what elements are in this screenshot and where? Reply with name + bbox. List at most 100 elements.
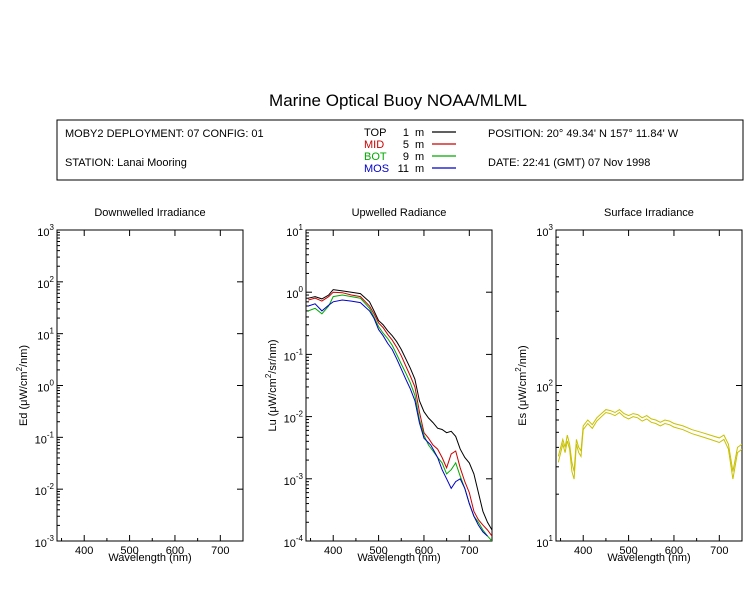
y-tick-label: 101	[37, 327, 54, 343]
y-axis-label: Ed (μW/cm2/nm)	[15, 345, 30, 426]
date-label: DATE: 22:41 (GMT) 07 Nov 1998	[488, 157, 650, 169]
y-tick-base: 10	[536, 227, 548, 239]
y-label-suffix: /nm)	[517, 345, 529, 367]
y-tick-label: 102	[536, 379, 553, 395]
y-tick-base: 10	[286, 227, 298, 239]
y-tick-label: 100	[37, 379, 54, 395]
x-tick-label: 400	[324, 545, 342, 557]
y-tick-exp: -1	[296, 347, 304, 356]
legend-unit: m	[415, 151, 424, 163]
y-tick-label: 101	[536, 534, 553, 550]
series-line	[308, 294, 492, 541]
y-tick-base: 10	[35, 486, 47, 498]
y-tick-exp: -2	[296, 410, 304, 419]
y-tick-exp: 0	[50, 379, 55, 388]
y-tick-exp: 1	[549, 534, 554, 543]
x-tick-label: 500	[619, 545, 637, 557]
y-tick-base: 10	[35, 538, 47, 550]
y-axis-label: Lu (μW/cm2/sr/nm)	[264, 339, 279, 431]
deployment-label: MOBY2 DEPLOYMENT: 07 CONFIG: 01	[65, 128, 264, 140]
series-line	[557, 411, 742, 480]
legend-name: MID	[364, 139, 384, 151]
x-tick-label: 500	[120, 545, 138, 557]
y-tick-exp: 3	[549, 223, 554, 232]
legend-depth: 5	[403, 139, 409, 151]
legend-unit: m	[415, 127, 424, 139]
x-axis-label: Wavelength (nm)	[108, 552, 191, 564]
y-tick-base: 10	[37, 227, 49, 239]
y-axis-label: Es (μW/cm2/nm)	[514, 345, 529, 425]
figure-title: Marine Optical Buoy NOAA/MLML	[269, 91, 527, 110]
y-label-suffix: /nm)	[18, 345, 30, 367]
y-tick-exp: -3	[296, 472, 304, 481]
y-tick-exp: 3	[50, 223, 55, 232]
plot-frame	[555, 229, 743, 542]
series-line	[308, 299, 488, 537]
y-tick-exp: 1	[299, 223, 304, 232]
y-tick-exp: -1	[47, 430, 55, 439]
x-tick-label: 400	[574, 545, 592, 557]
y-tick-label: 10-4	[284, 534, 304, 550]
y-tick-base: 10	[536, 383, 548, 395]
chart-title: Downwelled Irradiance	[94, 207, 205, 219]
series-line	[308, 289, 492, 531]
plot-frame	[305, 229, 493, 542]
y-tick-exp: 2	[549, 379, 554, 388]
y-tick-label: 100	[286, 285, 303, 301]
x-axis-label: Wavelength (nm)	[607, 552, 690, 564]
y-tick-label: 10-2	[284, 410, 304, 426]
legend-name: BOT	[364, 151, 387, 163]
y-label-sup: 2	[264, 373, 273, 378]
y-tick-label: 103	[37, 223, 54, 239]
x-tick-label: 600	[166, 545, 184, 557]
y-tick-base: 10	[37, 331, 49, 343]
x-tick-label: 400	[75, 545, 93, 557]
legend-unit: m	[415, 163, 424, 175]
y-label-prefix: Ed (μW/cm	[18, 371, 30, 426]
chart-title: Surface Irradiance	[604, 207, 694, 219]
legend-depth: 1	[403, 127, 409, 139]
legend-name: TOP	[364, 127, 386, 139]
y-tick-base: 10	[37, 383, 49, 395]
legend-depth: 9	[403, 151, 409, 163]
y-tick-label: 103	[536, 223, 553, 239]
x-tick-label: 700	[710, 545, 728, 557]
y-tick-base: 10	[284, 351, 296, 363]
y-tick-exp: 0	[299, 285, 304, 294]
y-label-sup: 2	[514, 367, 523, 372]
x-tick-label: 600	[415, 545, 433, 557]
info-box	[56, 119, 744, 181]
y-tick-base: 10	[284, 414, 296, 426]
y-label-prefix: Lu (μW/cm	[267, 378, 279, 431]
legend-unit: m	[415, 139, 424, 151]
y-tick-exp: -2	[47, 482, 55, 491]
y-label-suffix: /sr/nm)	[267, 339, 279, 373]
y-tick-label: 10-3	[35, 534, 55, 550]
x-tick-label: 700	[460, 545, 478, 557]
y-tick-exp: -3	[47, 534, 55, 543]
plot-frame	[56, 229, 244, 542]
position-label: POSITION: 20° 49.34' N 157° 11.84' W	[488, 128, 679, 140]
y-tick-label: 10-1	[35, 430, 55, 446]
station-label: STATION: Lanai Mooring	[65, 157, 187, 169]
y-tick-exp: 1	[50, 327, 55, 336]
legend-depth: 11	[398, 163, 409, 175]
y-tick-label: 10-1	[284, 347, 304, 363]
y-tick-base: 10	[37, 279, 49, 291]
y-tick-label: 101	[286, 223, 303, 239]
chart-title: Upwelled Radiance	[352, 207, 447, 219]
x-tick-label: 500	[369, 545, 387, 557]
y-tick-base: 10	[284, 476, 296, 488]
y-label-sup: 2	[15, 366, 24, 371]
x-tick-label: 600	[665, 545, 683, 557]
y-tick-label: 10-2	[35, 482, 55, 498]
y-tick-exp: -4	[296, 534, 304, 543]
y-tick-base: 10	[286, 289, 298, 301]
y-tick-exp: 2	[50, 275, 55, 284]
